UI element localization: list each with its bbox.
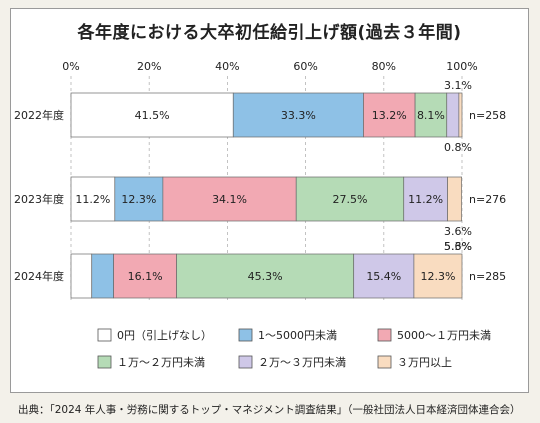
data-label-2-5: 12.3% bbox=[420, 270, 455, 283]
bar-segment-2-0 bbox=[70, 253, 93, 299]
data-label-1-5: 3.6% bbox=[444, 225, 472, 238]
source-note: 出典：「2024 年人事・労務に関するトップ・マネジメント調査結果」（一般社団法… bbox=[18, 404, 521, 416]
legend-swatch-0 bbox=[97, 328, 112, 342]
bar-segment-1-0 bbox=[70, 176, 116, 222]
data-label-0-2: 13.2% bbox=[372, 109, 407, 122]
x-tick-label-5: 100% bbox=[446, 60, 477, 73]
legend-label-2: 5000～１万円未満 bbox=[397, 329, 491, 342]
data-label-1-4: 11.2% bbox=[408, 193, 443, 206]
n-label-1: n=276 bbox=[469, 193, 506, 206]
bar-segment-2-5 bbox=[413, 253, 463, 299]
data-label-2-3: 45.3% bbox=[248, 270, 283, 283]
bar-segment-0-5 bbox=[458, 92, 463, 138]
legend-swatch-2 bbox=[377, 328, 392, 342]
legend-swatch-3 bbox=[97, 355, 112, 369]
data-label-0-4: 3.1% bbox=[444, 79, 472, 92]
legend-swatch-4 bbox=[238, 355, 253, 369]
bar-segment-0-1 bbox=[232, 92, 364, 138]
x-tick-label-2: 40% bbox=[215, 60, 239, 73]
bar-segment-2-4 bbox=[353, 253, 415, 299]
category-label-0: 2022年度 bbox=[14, 108, 64, 122]
x-tick-label-4: 80% bbox=[372, 60, 396, 73]
bar-segment-2-1 bbox=[91, 253, 114, 299]
legend-label-0: 0円（引上げなし） bbox=[117, 328, 212, 342]
n-label-0: n=258 bbox=[469, 109, 506, 122]
x-tick-label-0: 0% bbox=[62, 60, 79, 73]
x-tick-label-1: 20% bbox=[137, 60, 161, 73]
bar-segment-2-2 bbox=[113, 253, 177, 299]
bar-segment-1-4 bbox=[403, 176, 448, 222]
bar-segment-0-4 bbox=[446, 92, 460, 138]
data-label-2-2: 16.1% bbox=[128, 270, 163, 283]
bar-segment-1-5 bbox=[447, 176, 462, 222]
data-label-2-0: 5.3% bbox=[444, 240, 472, 253]
bar-segment-2-3 bbox=[176, 253, 355, 299]
bar-segment-1-1 bbox=[114, 176, 164, 222]
bar-segment-0-3 bbox=[414, 92, 448, 138]
bar-segment-1-3 bbox=[295, 176, 405, 222]
bar-segment-0-2 bbox=[363, 92, 416, 138]
legend-label-3: １万～２万円未満 bbox=[117, 356, 205, 369]
data-label-1-0: 11.2% bbox=[75, 193, 110, 206]
legend-swatch-1 bbox=[238, 328, 253, 342]
category-label-2: 2024年度 bbox=[14, 269, 64, 283]
legend-label-4: ２万～３万円未満 bbox=[258, 356, 346, 369]
legend-label-1: 1～5000円未満 bbox=[258, 329, 337, 342]
legend-label-5: ３万円以上 bbox=[397, 356, 452, 369]
bar-segment-1-2 bbox=[162, 176, 297, 222]
n-label-2: n=285 bbox=[469, 270, 506, 283]
category-label-1: 2023年度 bbox=[14, 192, 64, 206]
data-label-1-3: 27.5% bbox=[333, 193, 368, 206]
data-label-1-1: 12.3% bbox=[121, 193, 156, 206]
data-label-1-2: 34.1% bbox=[212, 193, 247, 206]
data-label-0-5: 0.8% bbox=[444, 141, 472, 154]
data-label-2-1: 5.6% bbox=[444, 240, 472, 253]
legend-swatch-5 bbox=[377, 355, 392, 369]
chart-title: 各年度における大卒初任給引上げ額(過去３年間) bbox=[77, 23, 462, 43]
data-label-2-4: 15.4% bbox=[366, 270, 401, 283]
data-label-0-3: 8.1% bbox=[417, 109, 445, 122]
data-label-0-1: 33.3% bbox=[281, 109, 316, 122]
data-label-0-0: 41.5% bbox=[135, 109, 170, 122]
x-tick-label-3: 60% bbox=[293, 60, 317, 73]
